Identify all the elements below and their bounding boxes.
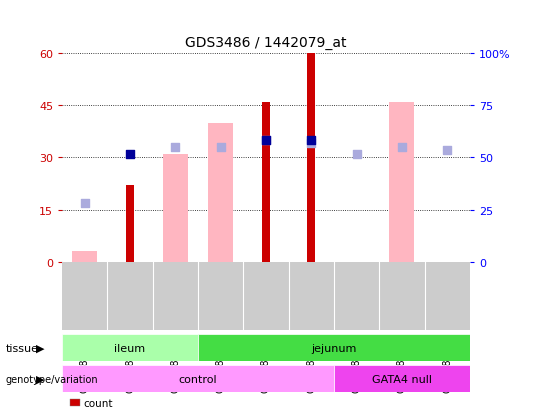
Text: genotype/variation: genotype/variation <box>5 374 98 384</box>
Point <box>443 148 451 154</box>
Point <box>397 144 406 151</box>
Point <box>217 144 225 151</box>
Bar <box>198 335 470 361</box>
Point <box>352 151 361 158</box>
Text: ileum: ileum <box>114 343 146 353</box>
Bar <box>126 186 134 262</box>
Point <box>261 137 270 144</box>
Bar <box>163 154 188 262</box>
Text: control: control <box>179 374 217 384</box>
Text: count: count <box>84 398 113 408</box>
Point <box>171 144 180 151</box>
Bar <box>62 366 334 392</box>
Bar <box>334 366 470 392</box>
Point <box>307 141 315 147</box>
Title: GDS3486 / 1442079_at: GDS3486 / 1442079_at <box>185 36 347 50</box>
Text: tissue: tissue <box>5 343 38 353</box>
Text: jejunum: jejunum <box>311 343 356 353</box>
Point <box>261 137 270 144</box>
Point <box>307 137 315 144</box>
Point <box>80 200 89 206</box>
Text: ▶: ▶ <box>36 343 45 353</box>
Point <box>126 151 134 158</box>
Bar <box>62 335 198 361</box>
Bar <box>208 123 233 262</box>
Bar <box>389 102 414 262</box>
Text: ▶: ▶ <box>36 374 45 384</box>
Bar <box>307 54 315 262</box>
Text: GATA4 null: GATA4 null <box>372 374 432 384</box>
Bar <box>72 252 97 262</box>
Bar <box>262 102 270 262</box>
